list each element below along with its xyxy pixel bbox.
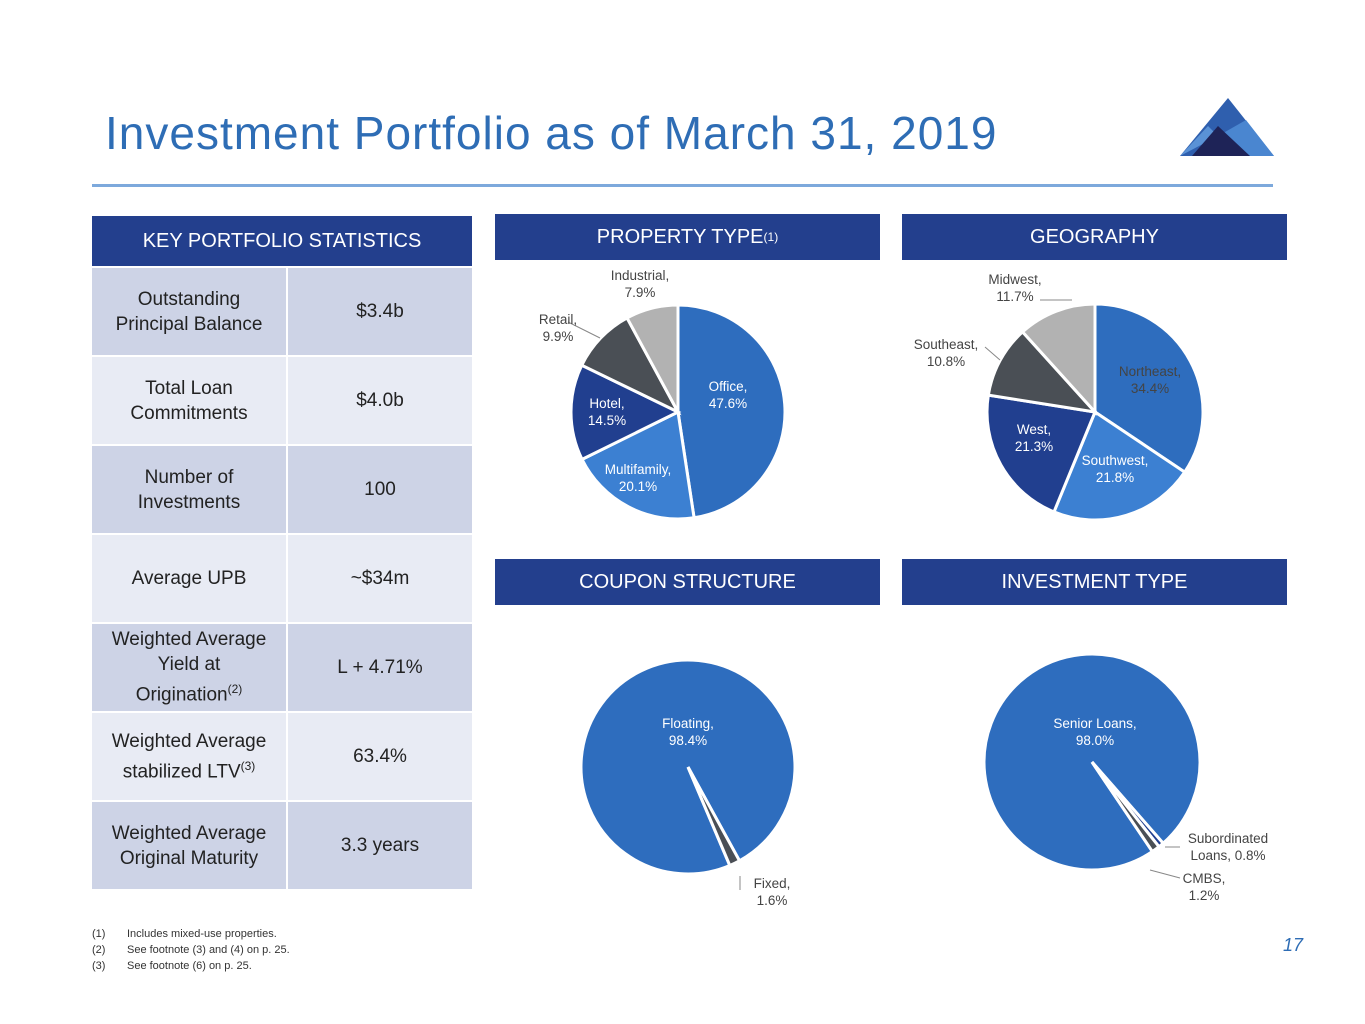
stat-label: Average UPB bbox=[131, 568, 247, 589]
key-stats-table: Outstanding Principal Balance $3.4b Total… bbox=[92, 268, 472, 891]
pie-slice-hotel bbox=[569, 363, 682, 462]
data-label: Hotel, 14.5% bbox=[587, 396, 627, 428]
pie-slice-office bbox=[676, 303, 787, 520]
table-row: Weighted Average Yield at Origination(2)… bbox=[92, 624, 472, 711]
data-label: Floating, 98.4% bbox=[662, 716, 714, 748]
mountain-logo bbox=[1180, 98, 1274, 156]
footnotes: (1) Includes mixed-use properties. (2) See… bbox=[92, 926, 290, 974]
chart-title: COUPON STRUCTURE bbox=[579, 570, 796, 593]
pie-slice-multifamily bbox=[580, 409, 696, 521]
coupon-structure-header: COUPON STRUCTURE bbox=[495, 559, 880, 605]
data-label: Northeast, 34.4% bbox=[1118, 364, 1182, 396]
data-label: CMBS, 1.2% bbox=[1182, 871, 1226, 903]
page-number: 17 bbox=[1283, 935, 1304, 955]
table-row: Total Loan Commitments $4.0b bbox=[92, 357, 472, 444]
stat-value: ~$34m bbox=[288, 535, 472, 622]
key-stats-header: KEY PORTFOLIO STATISTICS bbox=[92, 216, 472, 266]
stat-value: L + 4.71% bbox=[288, 624, 472, 711]
data-label: Fixed, 1.6% bbox=[753, 876, 791, 908]
data-label: Multifamily, 20.1% bbox=[604, 462, 672, 494]
data-label: Retail, 9.9% bbox=[538, 312, 578, 344]
data-label: Subordinated Loans, 0.8% bbox=[1187, 831, 1269, 863]
footnote: (1) Includes mixed-use properties. bbox=[92, 928, 277, 940]
pie-slice-northeast bbox=[1093, 302, 1205, 475]
data-label: Midwest, 11.7% bbox=[988, 272, 1042, 304]
geography-header: GEOGRAPHY bbox=[902, 214, 1287, 260]
footnote: (2) See footnote (3) and (4) on p. 25. bbox=[92, 944, 290, 956]
chart-title: INVESTMENT TYPE bbox=[1001, 570, 1188, 593]
table-row: Average UPB ~$34m bbox=[92, 535, 472, 622]
pie-slice-southwest bbox=[1052, 409, 1187, 522]
pie-slice-fixed bbox=[686, 766, 742, 868]
key-stats-header-text: KEY PORTFOLIO STATISTICS bbox=[142, 229, 422, 252]
data-label: Southwest, 21.8% bbox=[1081, 453, 1149, 485]
stat-label: Number of Investments bbox=[137, 466, 241, 513]
stat-value: 100 bbox=[288, 446, 472, 533]
table-row: Weighted Average Original Maturity 3.3 ye… bbox=[92, 802, 472, 889]
data-label: Industrial, 7.9% bbox=[610, 268, 670, 300]
leader-line bbox=[567, 321, 601, 339]
table-row: Outstanding Principal Balance $3.4b bbox=[92, 268, 472, 355]
pie-slice-west bbox=[985, 393, 1098, 514]
leader-line bbox=[984, 346, 1001, 361]
footnote-ref: (1) bbox=[763, 230, 779, 244]
data-label: Office, 47.6% bbox=[708, 379, 748, 411]
footnote-ref: (2) bbox=[227, 682, 243, 697]
stat-label: Weighted Average Yield at Origination bbox=[111, 629, 267, 706]
stat-label: Weighted Average stabilized LTV bbox=[111, 730, 267, 783]
stat-label: Outstanding Principal Balance bbox=[115, 288, 263, 335]
table-row: Number of Investments 100 bbox=[92, 446, 472, 533]
pie-slice-industrial bbox=[625, 303, 680, 413]
footnote-ref: (3) bbox=[240, 758, 256, 773]
data-label: Southeast, 10.8% bbox=[913, 337, 979, 369]
investment-type-header: INVESTMENT TYPE bbox=[902, 559, 1287, 605]
stat-value: $4.0b bbox=[288, 357, 472, 444]
footnote: (3) See footnote (6) on p. 25. bbox=[92, 960, 252, 972]
chart-title: PROPERTY TYPE bbox=[596, 225, 764, 248]
data-label: West, 21.3% bbox=[1014, 422, 1054, 454]
stat-value: $3.4b bbox=[288, 268, 472, 355]
stat-value: 3.3 years bbox=[288, 802, 472, 889]
table-row: Weighted Average stabilized LTV(3) 63.4% bbox=[92, 713, 472, 800]
page-title: Investment Portfolio as of March 31, 201… bbox=[105, 107, 998, 159]
stat-value: 63.4% bbox=[288, 713, 472, 800]
pie-slice-midwest bbox=[1020, 302, 1097, 416]
title-divider bbox=[92, 184, 1273, 187]
stat-label: Weighted Average Original Maturity bbox=[111, 822, 267, 869]
chart-title: GEOGRAPHY bbox=[1030, 225, 1159, 248]
data-label: Senior Loans, 98.0% bbox=[1053, 716, 1137, 748]
leader-line bbox=[1149, 869, 1181, 879]
pie-slice-cmbs bbox=[1090, 761, 1162, 854]
stat-label: Total Loan Commitments bbox=[130, 377, 248, 424]
property-type-header: PROPERTY TYPE (1) bbox=[495, 214, 880, 260]
